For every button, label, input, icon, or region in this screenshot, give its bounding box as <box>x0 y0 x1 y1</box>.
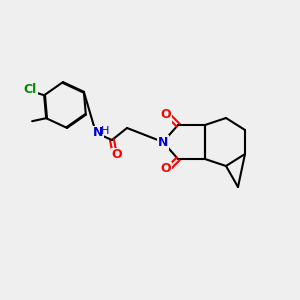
Text: H: H <box>101 126 109 136</box>
Text: O: O <box>161 109 171 122</box>
Text: N: N <box>93 127 103 140</box>
Text: O: O <box>161 163 171 176</box>
Text: Cl: Cl <box>23 83 37 96</box>
Text: N: N <box>158 136 168 148</box>
Text: O: O <box>112 148 122 161</box>
